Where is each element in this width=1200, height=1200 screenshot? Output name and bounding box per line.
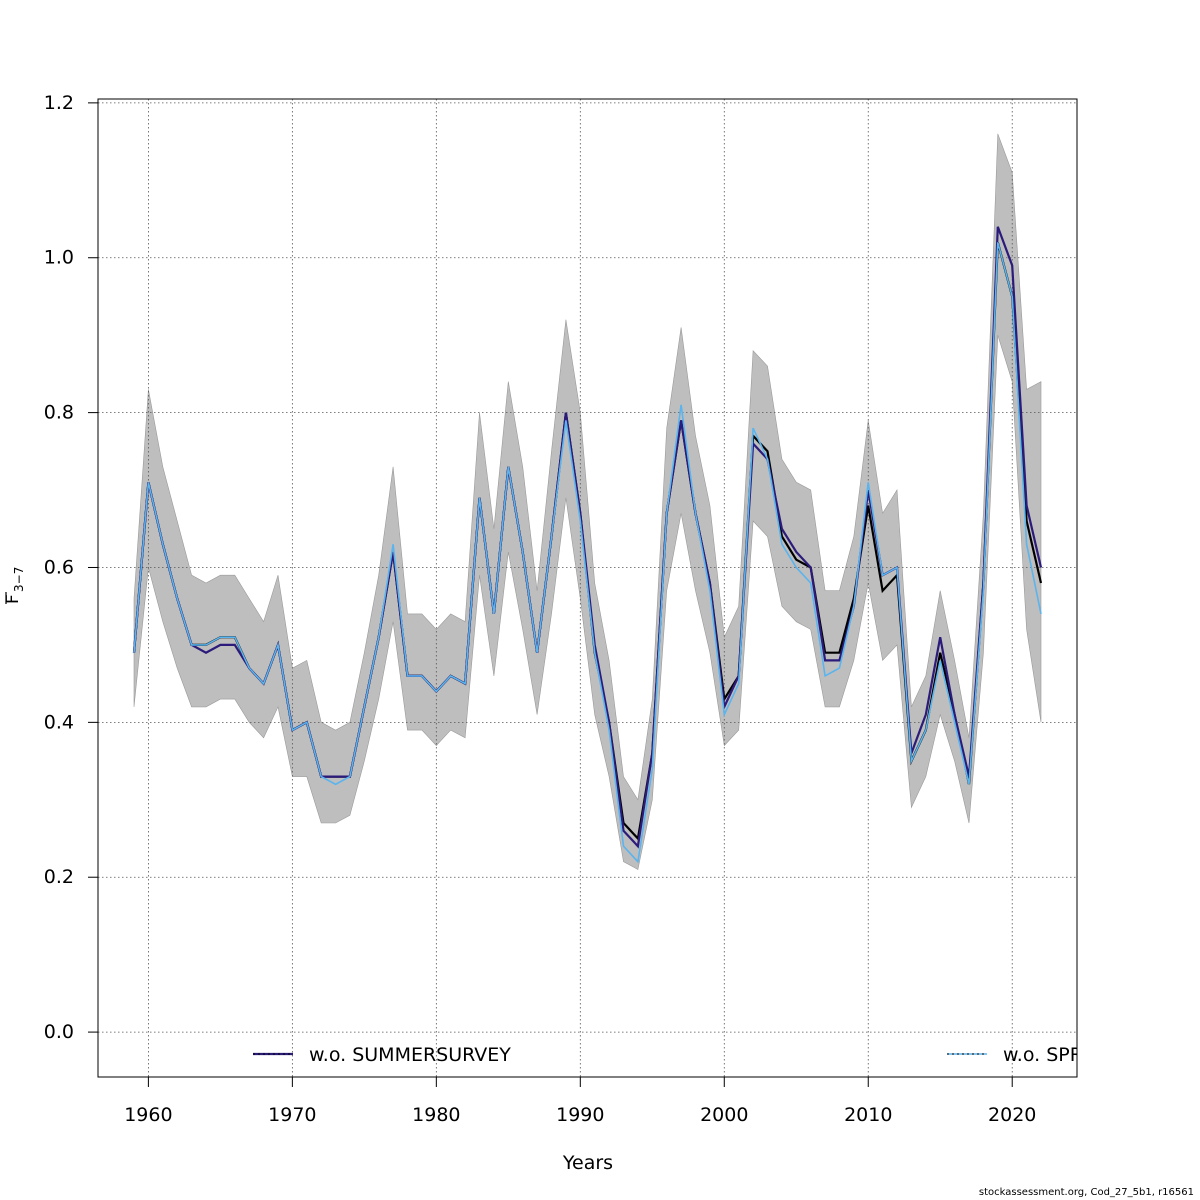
y-tick-label: 1.2 <box>44 92 74 114</box>
axes: 0.0 0.2 0.4 0.6 0.8 1.0 1.2 1960 1970 1980 1990 200… <box>44 92 1037 1126</box>
y-tick-label: 0.6 <box>44 556 74 578</box>
confidence-band-area <box>133 133 1042 870</box>
y-tick-label: 0.4 <box>44 711 74 733</box>
legend-label: w.o. SPR <box>1003 1044 1083 1066</box>
x-tick-label: 2020 <box>988 1104 1036 1126</box>
y-tick-label: 0.0 <box>44 1021 74 1043</box>
plot-frame <box>97 98 1078 1078</box>
x-tick-label: 2010 <box>844 1104 892 1126</box>
series-lines <box>132 226 1043 864</box>
legend: w.o. SUMMERSURVEY w.o. SPR <box>253 1044 1083 1066</box>
legend-items: w.o. SUMMERSURVEY w.o. SPR <box>253 1044 1083 1066</box>
legend-label: w.o. SUMMERSURVEY <box>309 1044 511 1066</box>
y-tick-label: 1.0 <box>44 247 74 269</box>
x-axis-label: Years <box>562 1152 613 1174</box>
x-tick-label: 1960 <box>124 1104 172 1126</box>
x-tick-label: 1970 <box>268 1104 316 1126</box>
grid <box>98 99 1077 1077</box>
y-axis-label-main: F <box>3 594 23 604</box>
y-tick-label: 0.2 <box>44 866 74 888</box>
y-axis-label-sub: 3−7 <box>12 567 26 592</box>
x-tick-label: 1990 <box>556 1104 604 1126</box>
footer-note: stockassessment.org, Cod_27_5b1, r16561 <box>978 1187 1194 1198</box>
series-line-2 <box>133 242 1042 864</box>
x-tick-label: 2000 <box>700 1104 748 1126</box>
x-tick-label: 1980 <box>412 1104 460 1126</box>
y-axis-label: F 3−7 <box>3 567 26 604</box>
y-tick-label: 0.8 <box>44 402 74 424</box>
confidence-band <box>133 133 1042 870</box>
